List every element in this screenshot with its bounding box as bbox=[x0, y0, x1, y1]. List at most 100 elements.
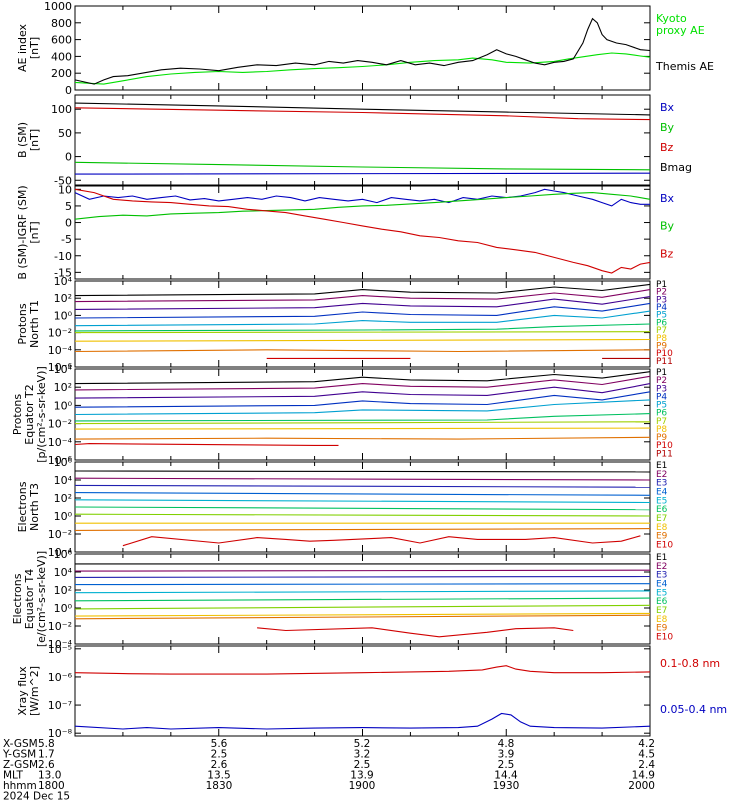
ephemeris-value: 1800 bbox=[38, 780, 65, 792]
legend-entry: P9 bbox=[656, 433, 667, 443]
legend-entry: Bx bbox=[660, 192, 675, 205]
y-tick-label: 10⁻⁸ bbox=[48, 727, 73, 740]
legend-entry: E8 bbox=[656, 615, 668, 625]
y-tick-label: 10² bbox=[54, 292, 72, 305]
legend-entry: E4 bbox=[656, 579, 668, 589]
series-line-themis-ae bbox=[74, 17, 651, 85]
legend-entry: P10 bbox=[656, 441, 673, 451]
y-tick-label: 10⁰ bbox=[54, 602, 73, 615]
series-line-bz bbox=[74, 188, 651, 274]
series-line-0-1-0-8-nm bbox=[74, 665, 651, 675]
ephemeris-value: 1900 bbox=[349, 780, 376, 792]
series-line-p2 bbox=[74, 375, 651, 391]
y-tick-label: 0 bbox=[65, 217, 72, 230]
y-tick-label: 10⁻⁴ bbox=[48, 638, 73, 651]
series-line-e6 bbox=[74, 597, 651, 602]
ephemeris-value: 1.7 bbox=[38, 749, 55, 761]
legend-entry: P6 bbox=[656, 409, 667, 419]
y-tick-label: 400 bbox=[51, 50, 72, 63]
ephemeris-value: 2.6 bbox=[38, 759, 55, 771]
series-line-by bbox=[74, 161, 651, 171]
legend-entry: E7 bbox=[656, 606, 667, 616]
legend-entry: Bmag bbox=[660, 161, 692, 174]
series-line-e7 bbox=[74, 513, 651, 517]
ephemeris-value: 3.2 bbox=[354, 749, 371, 761]
legend-entry: P4 bbox=[656, 392, 667, 402]
y-tick-label: 1000 bbox=[44, 0, 72, 13]
series-line-p5 bbox=[74, 310, 651, 327]
legend-entry: By bbox=[660, 220, 675, 233]
series-line-p8 bbox=[74, 427, 651, 430]
ephemeris-value: 13.9 bbox=[350, 770, 373, 782]
legend-entry: P3 bbox=[656, 384, 667, 394]
series-line-bx bbox=[74, 188, 650, 207]
ephemeris-value: 2.5 bbox=[354, 759, 371, 771]
ephemeris-value: 2.5 bbox=[498, 759, 515, 771]
legend-entry: E2 bbox=[656, 470, 667, 480]
legend-entry: E1 bbox=[656, 461, 667, 471]
legend-entry: E7 bbox=[656, 514, 667, 524]
plot-frame bbox=[74, 94, 651, 186]
y-tick-label: 10² bbox=[54, 381, 72, 394]
plot-frame bbox=[74, 645, 651, 737]
legend-entry: Themis AE bbox=[655, 60, 714, 73]
ephemeris-value: 4.5 bbox=[638, 749, 655, 761]
chart-panel-8: 10⁻⁵ 10⁻⁶ 10⁻⁷ 10⁻⁸ Xray flux[W/m^2] 0.1-0.8 … bbox=[16, 643, 727, 740]
y-tick-label: 0 bbox=[65, 151, 72, 164]
y-tick-label: 10⁻⁶ bbox=[48, 671, 73, 684]
y-tick-label: 10⁰ bbox=[54, 399, 73, 412]
legend-entry: E6 bbox=[656, 505, 668, 515]
legend-entry: Bz bbox=[660, 247, 674, 260]
legend-entry: E10 bbox=[656, 632, 673, 642]
ephemeris-value: 14.9 bbox=[632, 770, 655, 782]
legend-entry: P6 bbox=[656, 318, 667, 328]
ephemeris-value: 13.5 bbox=[207, 770, 230, 782]
y-tick-label: -15 bbox=[54, 266, 72, 279]
y-tick-label: 10² bbox=[54, 584, 72, 597]
series-line-by bbox=[74, 192, 651, 220]
legend-entry: Bz bbox=[660, 141, 674, 154]
chart-panel-4: 10⁴ 10² 10⁰ 10⁻² 10⁻⁴ 10⁻⁶ ProtonsNorth T1 P1P2… bbox=[16, 275, 673, 374]
series-line-p8 bbox=[74, 338, 651, 342]
legend-entry: E10 bbox=[656, 540, 673, 550]
legend-entry: P11 bbox=[656, 357, 673, 367]
series-line-0-05-0-4-nm bbox=[74, 712, 651, 730]
plot-frame bbox=[74, 185, 651, 280]
legend-entry: E6 bbox=[656, 597, 668, 607]
legend-entry: P9 bbox=[656, 341, 667, 351]
series-line-p7 bbox=[74, 421, 651, 425]
y-tick-label: 10⁻⁶ bbox=[48, 361, 73, 374]
y-tick-label: 10⁻⁵ bbox=[48, 643, 72, 656]
ephemeris-row-label: Y-GSM bbox=[2, 749, 36, 761]
series-line-e4 bbox=[74, 492, 651, 496]
series-line-e7 bbox=[74, 604, 651, 610]
ephemeris-value: 13.0 bbox=[38, 770, 61, 782]
ephemeris-row-label: 2024 Dec 15 bbox=[3, 791, 70, 800]
ephemeris-value: 5.6 bbox=[211, 738, 228, 750]
series-line-e3 bbox=[74, 575, 651, 578]
series-line-kyoto-proxy-ae bbox=[74, 52, 651, 85]
y-tick-label: 10⁴ bbox=[54, 566, 73, 579]
series-line-e9 bbox=[74, 528, 651, 531]
y-tick-label: 10⁴ bbox=[54, 474, 73, 487]
y-tick-label: 10² bbox=[54, 492, 72, 505]
series-line-e8 bbox=[74, 612, 651, 617]
legend-entry: P1 bbox=[656, 280, 667, 290]
y-tick-label: 10⁶ bbox=[54, 456, 73, 469]
y-tick-label: 10⁴ bbox=[54, 275, 73, 288]
series-line-e1 bbox=[74, 470, 651, 473]
y-axis-label: ElectronsEquator T4[e/(cm²-s-sr-keV)] bbox=[11, 551, 48, 647]
series-line-e5 bbox=[74, 590, 651, 594]
series-line-p4 bbox=[74, 302, 651, 319]
y-tick-label: -50 bbox=[54, 174, 72, 187]
legend-entry: 0.1-0.8 nm bbox=[660, 657, 720, 670]
y-axis-label: ProtonsNorth T1 bbox=[16, 300, 41, 348]
ephemeris-value: 2.6 bbox=[211, 759, 228, 771]
y-tick-label: 10⁻² bbox=[48, 620, 72, 633]
series-line-p3 bbox=[74, 295, 651, 310]
series-line-p9 bbox=[74, 349, 651, 353]
series-line-p6 bbox=[74, 413, 651, 422]
